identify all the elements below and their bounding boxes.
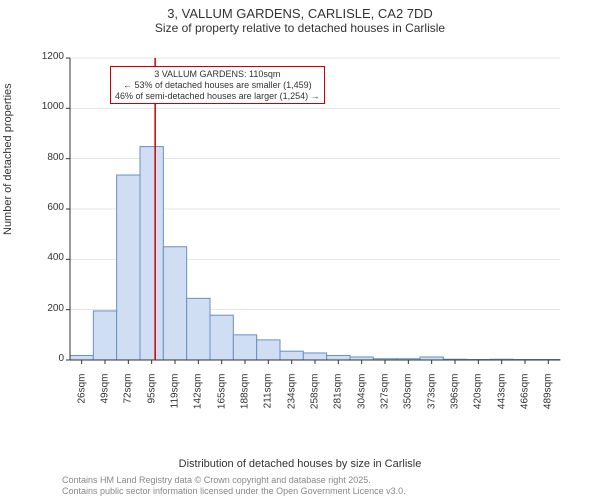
x-tick-label: 373sqm [426, 374, 437, 424]
y-tick-label: 800 [47, 152, 64, 163]
chart-subtitle: Size of property relative to detached ho… [0, 21, 600, 35]
attribution-line2: Contains public sector information licen… [62, 486, 406, 497]
x-tick-label: 443sqm [496, 374, 507, 424]
x-tick-label: 211sqm [263, 374, 274, 424]
x-tick-label: 188sqm [240, 374, 251, 424]
x-tick-label: 258sqm [310, 374, 321, 424]
attribution-line1: Contains HM Land Registry data © Crown c… [62, 475, 406, 486]
histogram-svg [60, 50, 570, 420]
x-tick-label: 396sqm [450, 374, 461, 424]
plot-area: 3 VALLUM GARDENS: 110sqm ← 53% of detach… [60, 50, 570, 420]
annotation-line1: 3 VALLUM GARDENS: 110sqm [115, 69, 320, 80]
y-tick-label: 200 [47, 303, 64, 314]
x-tick-label: 350sqm [403, 374, 414, 424]
x-tick-label: 165sqm [216, 374, 227, 424]
y-axis-label: Number of detached properties [2, 83, 14, 235]
x-tick-label: 304sqm [356, 374, 367, 424]
x-tick-label: 466sqm [520, 374, 531, 424]
annotation-line2: ← 53% of detached houses are smaller (1,… [115, 80, 320, 91]
annotation-line3: 46% of semi-detached houses are larger (… [115, 91, 320, 102]
y-tick-label: 600 [47, 202, 64, 213]
title-block: 3, VALLUM GARDENS, CARLISLE, CA2 7DD Siz… [0, 0, 600, 35]
y-tick-label: 400 [47, 252, 64, 263]
attribution-text: Contains HM Land Registry data © Crown c… [62, 475, 406, 497]
annotation-callout: 3 VALLUM GARDENS: 110sqm ← 53% of detach… [110, 66, 325, 104]
x-tick-label: 420sqm [473, 374, 484, 424]
x-axis-label: Distribution of detached houses by size … [0, 458, 600, 470]
chart-container: 3, VALLUM GARDENS, CARLISLE, CA2 7DD Siz… [0, 0, 600, 500]
y-tick-label: 1200 [42, 51, 64, 62]
y-tick-label: 1000 [42, 101, 64, 112]
x-tick-label: 281sqm [333, 374, 344, 424]
y-tick-label: 0 [58, 353, 64, 364]
x-tick-label: 142sqm [193, 374, 204, 424]
x-tick-label: 26sqm [76, 374, 87, 424]
x-tick-label: 234sqm [286, 374, 297, 424]
x-tick-label: 489sqm [543, 374, 554, 424]
x-tick-label: 327sqm [380, 374, 391, 424]
x-tick-label: 72sqm [123, 374, 134, 424]
x-tick-label: 95sqm [146, 374, 157, 424]
chart-title: 3, VALLUM GARDENS, CARLISLE, CA2 7DD [0, 6, 600, 21]
x-tick-label: 49sqm [100, 374, 111, 424]
x-tick-label: 119sqm [170, 374, 181, 424]
